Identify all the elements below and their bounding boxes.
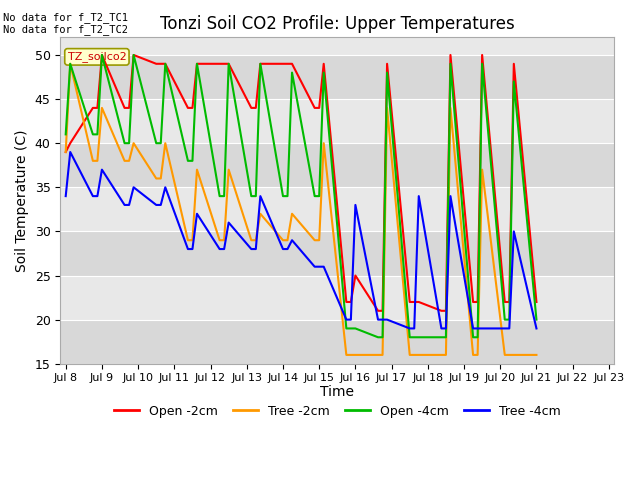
X-axis label: Time: Time: [320, 385, 355, 399]
Bar: [60, 320, 614, 364]
Title: Tonzi Soil CO2 Profile: Upper Temperatures: Tonzi Soil CO2 Profile: Upper Temperatur…: [160, 15, 515, 33]
Bar: [60, 276, 614, 320]
Bar: [60, 187, 614, 231]
Bar: [60, 55, 614, 99]
Text: No data for f_T2_TC1
No data for f_T2_TC2: No data for f_T2_TC1 No data for f_T2_TC…: [3, 12, 128, 36]
Bar: [60, 143, 614, 187]
Legend: Open -2cm, Tree -2cm, Open -4cm, Tree -4cm: Open -2cm, Tree -2cm, Open -4cm, Tree -4…: [109, 400, 565, 423]
Text: TZ_soilco2: TZ_soilco2: [67, 51, 126, 62]
Bar: [60, 99, 614, 143]
Y-axis label: Soil Temperature (C): Soil Temperature (C): [15, 129, 29, 272]
Bar: [60, 231, 614, 276]
